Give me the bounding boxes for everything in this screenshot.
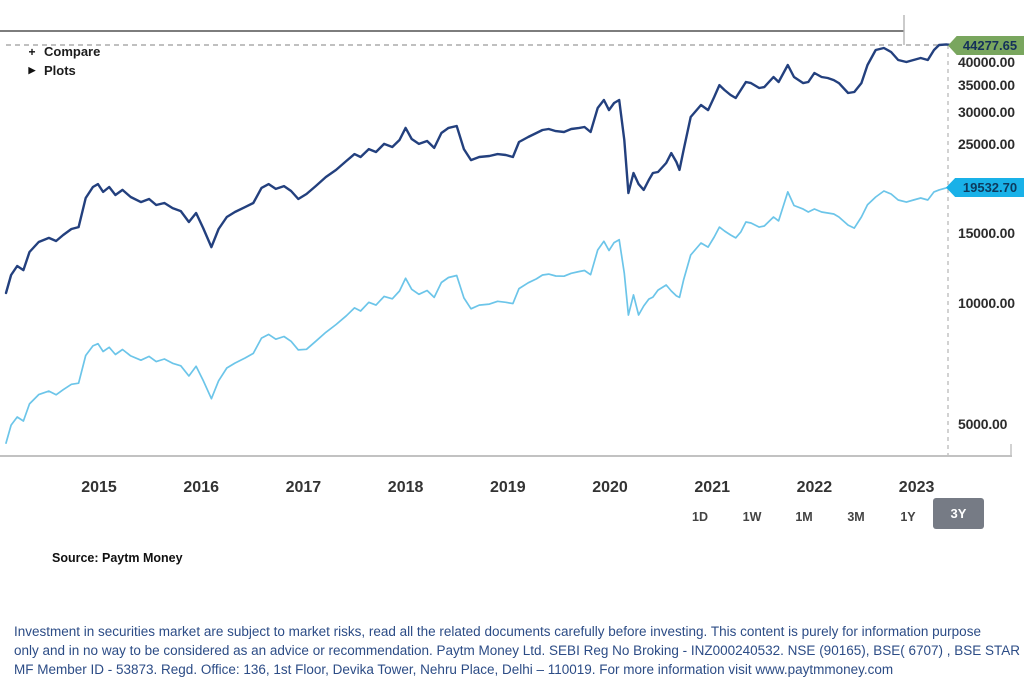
timeframe-1d-button[interactable]: 1D (692, 510, 708, 524)
timeframe-1y-button[interactable]: 1Y (900, 510, 916, 524)
x-axis-label-2023: 2023 (898, 479, 935, 496)
series-line-light-index (5, 186, 956, 444)
plots-label: Plots (44, 63, 76, 78)
x-axis-label-2018: 2018 (387, 479, 424, 496)
x-axis-label-2016: 2016 (183, 479, 219, 496)
y-axis-label: 30000.00 (958, 104, 1015, 121)
y-axis-label: 25000.00 (958, 135, 1015, 152)
compare-label: Compare (44, 44, 101, 59)
source-note: Source: Paytm Money (52, 551, 183, 565)
y-axis-label: 10000.00 (958, 295, 1015, 312)
disclaimer-line: Investment in securities market are subj… (14, 624, 981, 639)
compare-button[interactable]: + Compare (26, 42, 100, 61)
timeframe-3m-button[interactable]: 3M (847, 510, 865, 524)
plus-icon: + (28, 44, 36, 59)
x-axis-label-2015: 2015 (81, 479, 117, 496)
y-axis-label: 5000.00 (958, 416, 1008, 433)
chart-toolbar: + Compare ▶ Plots (26, 42, 100, 80)
price-badge-light-value: 19532.70 (962, 180, 1018, 195)
x-axis-label-2022: 2022 (796, 479, 833, 496)
y-axis-label: 35000.00 (958, 77, 1015, 94)
timeframe-1m-button[interactable]: 1M (795, 510, 813, 524)
triangle-right-icon: ▶ (28, 65, 36, 75)
disclaimer: Investment in securities market are subj… (14, 622, 1021, 679)
x-axis-label-2021: 2021 (694, 479, 730, 496)
price-badge-dark: 44277.65 (948, 36, 1024, 55)
disclaimer-line: only and in no way to be considered as a… (14, 643, 1021, 658)
plots-button[interactable]: ▶ Plots (26, 61, 100, 80)
price-badge-light: 19532.70 (946, 178, 1024, 197)
disclaimer-line: MF Member ID - 53873. Regd. Office: 136,… (14, 662, 894, 677)
series-line-dark-index (4, 43, 956, 295)
chart-canvas[interactable] (0, 0, 1024, 610)
timeframe-1w-button[interactable]: 1W (742, 510, 762, 524)
y-axis-label: 40000.00 (958, 54, 1015, 70)
timeframe-3y-button[interactable]: 3Y (933, 498, 984, 529)
price-badge-dark-value: 44277.65 (962, 38, 1018, 53)
x-axis-label-2020: 2020 (592, 479, 628, 496)
x-axis-label-2017: 2017 (285, 479, 322, 496)
chart-panel: + Compare ▶ Plots 40000.00 35000.00 30000.… (0, 0, 1024, 610)
series-group (4, 43, 956, 444)
y-axis-label: 15000.00 (958, 224, 1015, 241)
x-axis-label-2019: 2019 (490, 479, 526, 496)
